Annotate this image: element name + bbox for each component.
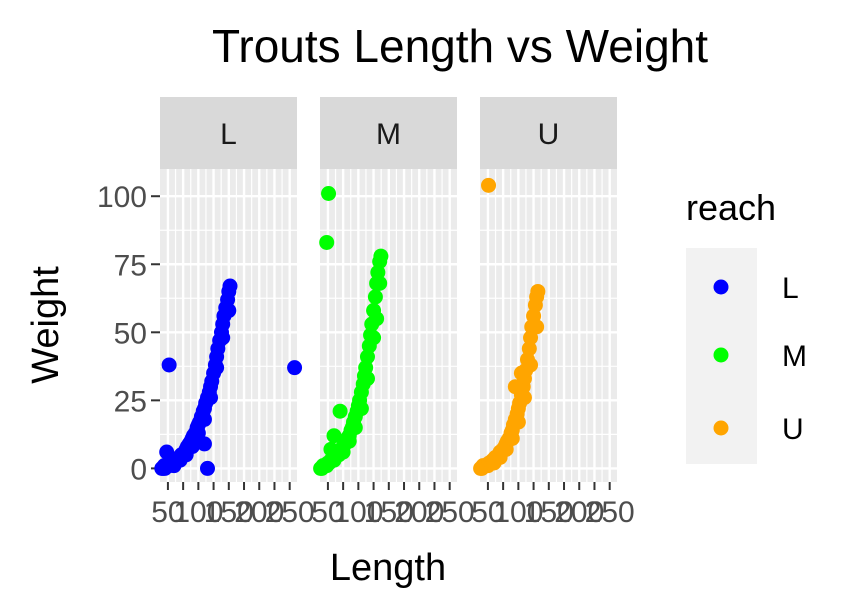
data-point: [196, 436, 212, 452]
data-point: [222, 278, 238, 294]
data-point: [372, 275, 388, 291]
legend-label-m: M: [782, 340, 807, 373]
data-point: [366, 330, 382, 346]
data-point: [523, 357, 539, 373]
facet-panels: L50100150200250M50100150200250U501001502…: [151, 97, 635, 529]
facet-strip: [320, 97, 457, 169]
facet-strip-label: U: [538, 118, 560, 151]
x-axis-title: Length: [330, 547, 446, 589]
y-axis: 0 25 50 75 100: [97, 181, 160, 486]
x-tick-label: 200: [394, 496, 444, 529]
x-tick-label: 250: [425, 496, 475, 529]
data-point: [369, 311, 385, 327]
x-tick-label: 50: [471, 496, 504, 529]
facet-strip-label: L: [220, 118, 237, 151]
data-point: [359, 371, 375, 387]
data-point: [507, 379, 523, 395]
x-tick-label: 150: [364, 496, 414, 529]
x-tick-label: 50: [311, 496, 344, 529]
legend-key-l: [713, 279, 729, 295]
chart-title: Trouts Length vs Weight: [212, 20, 708, 72]
x-tick-label: 100: [493, 496, 543, 529]
x-tick-label: 250: [585, 496, 635, 529]
legend-key-u: [713, 420, 729, 436]
y-tick-label: 75: [114, 249, 147, 282]
data-point: [510, 414, 526, 430]
data-point: [367, 289, 383, 305]
data-point: [319, 234, 335, 250]
x-tick-label: 150: [204, 496, 254, 529]
y-axis-title: Weight: [25, 266, 67, 384]
legend-label-u: U: [782, 413, 804, 446]
data-point: [287, 360, 303, 376]
data-point: [529, 319, 545, 335]
y-tick-label: 100: [97, 181, 147, 214]
x-tick-label: 200: [554, 496, 604, 529]
data-point: [498, 441, 514, 457]
data-point: [504, 430, 520, 446]
data-point: [481, 177, 497, 193]
x-tick-label: 200: [234, 496, 284, 529]
data-point: [347, 420, 363, 436]
x-tick-label: 50: [151, 496, 184, 529]
facet-strip-label: M: [376, 118, 401, 151]
y-tick-label: 0: [130, 453, 147, 486]
data-point: [215, 330, 231, 346]
y-tick-label: 25: [114, 385, 147, 418]
facet-strip: [160, 97, 297, 169]
y-tick-label: 50: [114, 317, 147, 350]
data-point: [209, 360, 225, 376]
x-tick-label: 150: [524, 496, 574, 529]
data-point: [221, 303, 237, 319]
x-tick-label: 100: [333, 496, 383, 529]
data-point: [332, 403, 348, 419]
data-point: [523, 330, 539, 346]
data-point: [161, 357, 177, 373]
data-point: [373, 248, 389, 264]
data-point: [190, 425, 206, 441]
data-point: [341, 433, 357, 449]
data-point: [326, 428, 342, 444]
legend-label-l: L: [782, 272, 799, 305]
data-point: [203, 390, 219, 406]
data-point: [184, 439, 200, 455]
x-tick-label: 100: [173, 496, 223, 529]
data-point: [353, 401, 369, 417]
x-tick-label: 250: [265, 496, 315, 529]
legend: reach L M U: [686, 187, 807, 464]
legend-key-m: [713, 347, 729, 363]
data-point: [196, 411, 212, 427]
facet-strip: [480, 97, 617, 169]
data-point: [521, 341, 537, 357]
data-point: [199, 460, 215, 476]
legend-title: reach: [686, 187, 776, 228]
data-point: [321, 185, 337, 201]
data-point: [516, 390, 532, 406]
data-point: [335, 444, 351, 460]
data-point: [530, 283, 546, 299]
